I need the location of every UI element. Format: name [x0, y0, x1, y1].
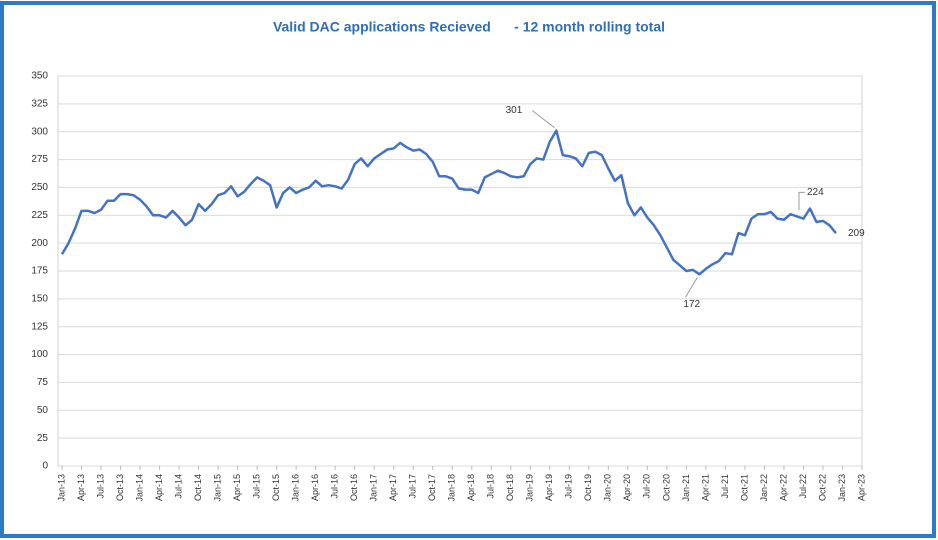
x-tick-label: Jan-22 — [759, 474, 769, 502]
leader-line — [798, 191, 805, 211]
y-tick-label: 75 — [37, 377, 49, 388]
x-tick-label: Jan-18 — [447, 474, 457, 502]
x-tick-label: Oct-20 — [661, 474, 671, 501]
x-tick-label: Oct-18 — [505, 474, 515, 501]
x-tick-label: Oct-14 — [193, 474, 203, 501]
y-tick-label: 200 — [31, 238, 48, 249]
leader-line — [532, 110, 555, 128]
y-tick-label: 275 — [31, 154, 48, 165]
x-tick-label: Oct-16 — [349, 474, 359, 501]
x-tick-label: Jan-21 — [681, 474, 691, 502]
x-tick-label: Oct-13 — [115, 474, 125, 501]
x-tick-label: Oct-15 — [271, 474, 281, 501]
x-tick-label: Jan-15 — [212, 474, 222, 502]
x-tick-label: Jul-22 — [798, 474, 808, 499]
x-tick-label: Apr-21 — [700, 474, 710, 501]
x-tick-label: Apr-19 — [544, 474, 554, 501]
x-tick-label: Jul-16 — [330, 474, 340, 499]
y-tick-label: 50 — [37, 405, 49, 416]
x-tick-label: Jan-19 — [525, 474, 535, 502]
chart-title: Valid DAC applications Recieved - 12 mon… — [273, 19, 665, 35]
y-tick-label: 175 — [31, 266, 48, 277]
x-tick-label: Jul-13 — [95, 474, 105, 499]
x-tick-label: Jul-14 — [173, 474, 183, 499]
x-tick-label: Apr-14 — [154, 474, 164, 501]
y-tick-label: 150 — [31, 293, 48, 304]
x-tick-label: Apr-17 — [388, 474, 398, 501]
x-tick-label: Oct-22 — [817, 474, 827, 501]
x-tick-label: Jul-17 — [408, 474, 418, 499]
y-tick-label: 0 — [42, 461, 48, 472]
y-tick-label: 250 — [31, 182, 48, 193]
x-tick-label: Jul-18 — [486, 474, 496, 499]
x-tick-label: Jan-23 — [837, 474, 847, 502]
y-tick-label: 350 — [31, 71, 48, 82]
data-label: 172 — [683, 299, 700, 310]
y-tick-label: 325 — [31, 98, 48, 109]
y-tick-label: 125 — [31, 321, 48, 332]
y-tick-label: 25 — [37, 433, 49, 444]
x-tick-label: Jan-17 — [369, 474, 379, 502]
x-tick-label: Apr-16 — [310, 474, 320, 501]
y-tick-label: 100 — [31, 349, 48, 360]
x-tick-label: Oct-17 — [427, 474, 437, 501]
x-tick-label: Jul-19 — [564, 474, 574, 499]
x-tick-label: Apr-13 — [76, 474, 86, 501]
x-tick-label: Jul-15 — [251, 474, 261, 499]
y-tick-label: 225 — [31, 210, 48, 221]
leader-line — [684, 277, 698, 298]
data-label: 224 — [807, 187, 824, 198]
x-tick-label: Jul-20 — [642, 474, 652, 499]
x-tick-label: Apr-15 — [232, 474, 242, 501]
x-tick-label: Apr-22 — [778, 474, 788, 501]
x-tick-label: Jan-13 — [56, 474, 66, 502]
data-label: 209 — [848, 228, 865, 239]
data-label: 301 — [506, 105, 523, 116]
x-tick-label: Oct-19 — [583, 474, 593, 501]
x-tick-label: Apr-23 — [856, 474, 866, 501]
x-tick-label: Oct-21 — [739, 474, 749, 501]
series-line — [60, 129, 837, 276]
x-tick-label: Jan-16 — [291, 474, 301, 502]
x-tick-label: Apr-20 — [622, 474, 632, 501]
x-tick-label: Jan-20 — [603, 474, 613, 502]
x-tick-label: Apr-18 — [466, 474, 476, 501]
y-tick-label: 300 — [31, 126, 48, 137]
x-tick-label: Jan-14 — [134, 474, 144, 502]
x-tick-label: Jul-21 — [720, 474, 730, 499]
